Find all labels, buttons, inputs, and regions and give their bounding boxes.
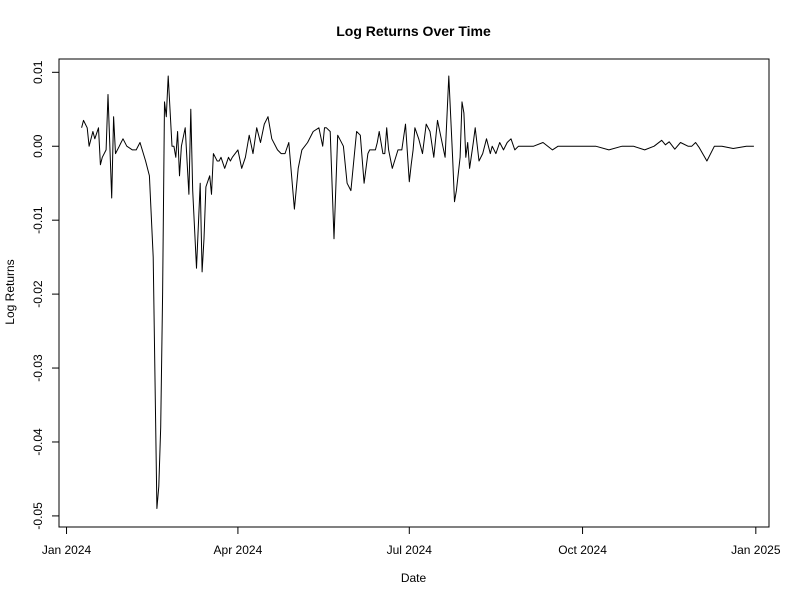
y-tick-label: -0.01	[31, 206, 45, 234]
y-tick-label: -0.03	[31, 354, 45, 382]
x-tick-label: Apr 2024	[214, 543, 263, 557]
chart-title: Log Returns Over Time	[336, 23, 491, 39]
x-tick-label: Jan 2025	[731, 543, 781, 557]
x-tick-label: Oct 2024	[558, 543, 607, 557]
x-axis-label: Date	[401, 571, 427, 585]
y-axis: -0.05 -0.04 -0.03 -0.02 -0.01 0.00 0.01	[31, 60, 60, 530]
y-axis-label: Log Returns	[3, 259, 17, 324]
y-tick-label: -0.02	[31, 280, 45, 308]
log-returns-series-line	[81, 75, 754, 509]
x-tick-label: Jul 2024	[387, 543, 433, 557]
x-tick-label: Jan 2024	[42, 543, 92, 557]
y-tick-label: -0.04	[31, 428, 45, 456]
y-tick-label: -0.05	[31, 502, 45, 530]
x-axis: Jan 2024 Apr 2024 Jul 2024 Oct 2024 Jan 2025	[42, 526, 781, 557]
y-tick-label: 0.01	[31, 60, 45, 84]
y-tick-label: 0.00	[31, 134, 45, 158]
plot-frame	[58, 58, 770, 528]
